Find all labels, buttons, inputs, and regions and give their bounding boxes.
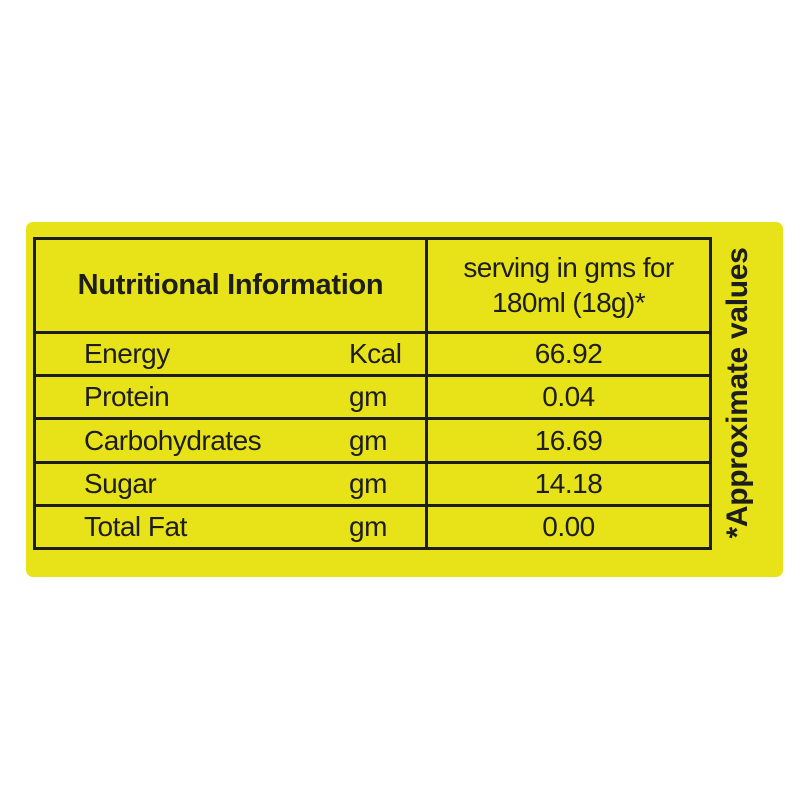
nutrient-value: 0.00 bbox=[542, 510, 595, 542]
nutritional-information-title: Nutritional Information bbox=[36, 240, 428, 331]
nutrient-name: Protein bbox=[84, 381, 170, 413]
nutrient-name: Sugar bbox=[84, 467, 157, 499]
serving-size-header: serving in gms for 180ml (18g)* bbox=[428, 240, 709, 331]
table-row-energy: Energy Kcal 66.92 bbox=[36, 334, 709, 378]
nutrient-value: 16.69 bbox=[534, 424, 603, 456]
nutrient-name: Energy bbox=[84, 338, 170, 370]
table-row-protein: Protein gm 0.04 bbox=[36, 377, 709, 421]
nutrient-unit: gm bbox=[349, 424, 387, 456]
row-left-cell: Total Fat gm bbox=[36, 506, 428, 548]
nutrient-value: 0.04 bbox=[542, 381, 595, 413]
row-left-cell: Sugar gm bbox=[36, 463, 428, 504]
serving-size-line1: serving in gms for bbox=[463, 252, 674, 284]
nutrient-unit: Kcal bbox=[349, 338, 402, 370]
nutrient-unit: gm bbox=[349, 467, 387, 499]
table-row-carbohydrates: Carbohydrates gm 16.69 bbox=[36, 420, 709, 464]
serving-size-line2: 180ml (18g)* bbox=[491, 286, 646, 318]
table-row-sugar: Sugar gm 14.18 bbox=[36, 463, 709, 507]
approximate-values-note: *Approximate values bbox=[721, 247, 754, 539]
nutrient-value: 66.92 bbox=[534, 338, 603, 370]
row-left-cell: Protein gm bbox=[36, 377, 428, 418]
nutrition-table: Nutritional Information serving in gms f… bbox=[33, 237, 712, 550]
table-header-row: Nutritional Information serving in gms f… bbox=[36, 240, 709, 334]
nutrient-unit: gm bbox=[349, 381, 387, 413]
row-left-cell: Energy Kcal bbox=[36, 334, 428, 375]
nutrient-unit: gm bbox=[349, 510, 387, 542]
nutrient-name: Total Fat bbox=[84, 510, 187, 542]
nutrition-label-panel: Nutritional Information serving in gms f… bbox=[26, 222, 783, 577]
nutrient-name: Carbohydrates bbox=[84, 424, 262, 456]
nutrient-value: 14.18 bbox=[534, 467, 603, 499]
row-left-cell: Carbohydrates gm bbox=[36, 420, 428, 461]
table-row-total-fat: Total Fat gm 0.00 bbox=[36, 506, 709, 548]
